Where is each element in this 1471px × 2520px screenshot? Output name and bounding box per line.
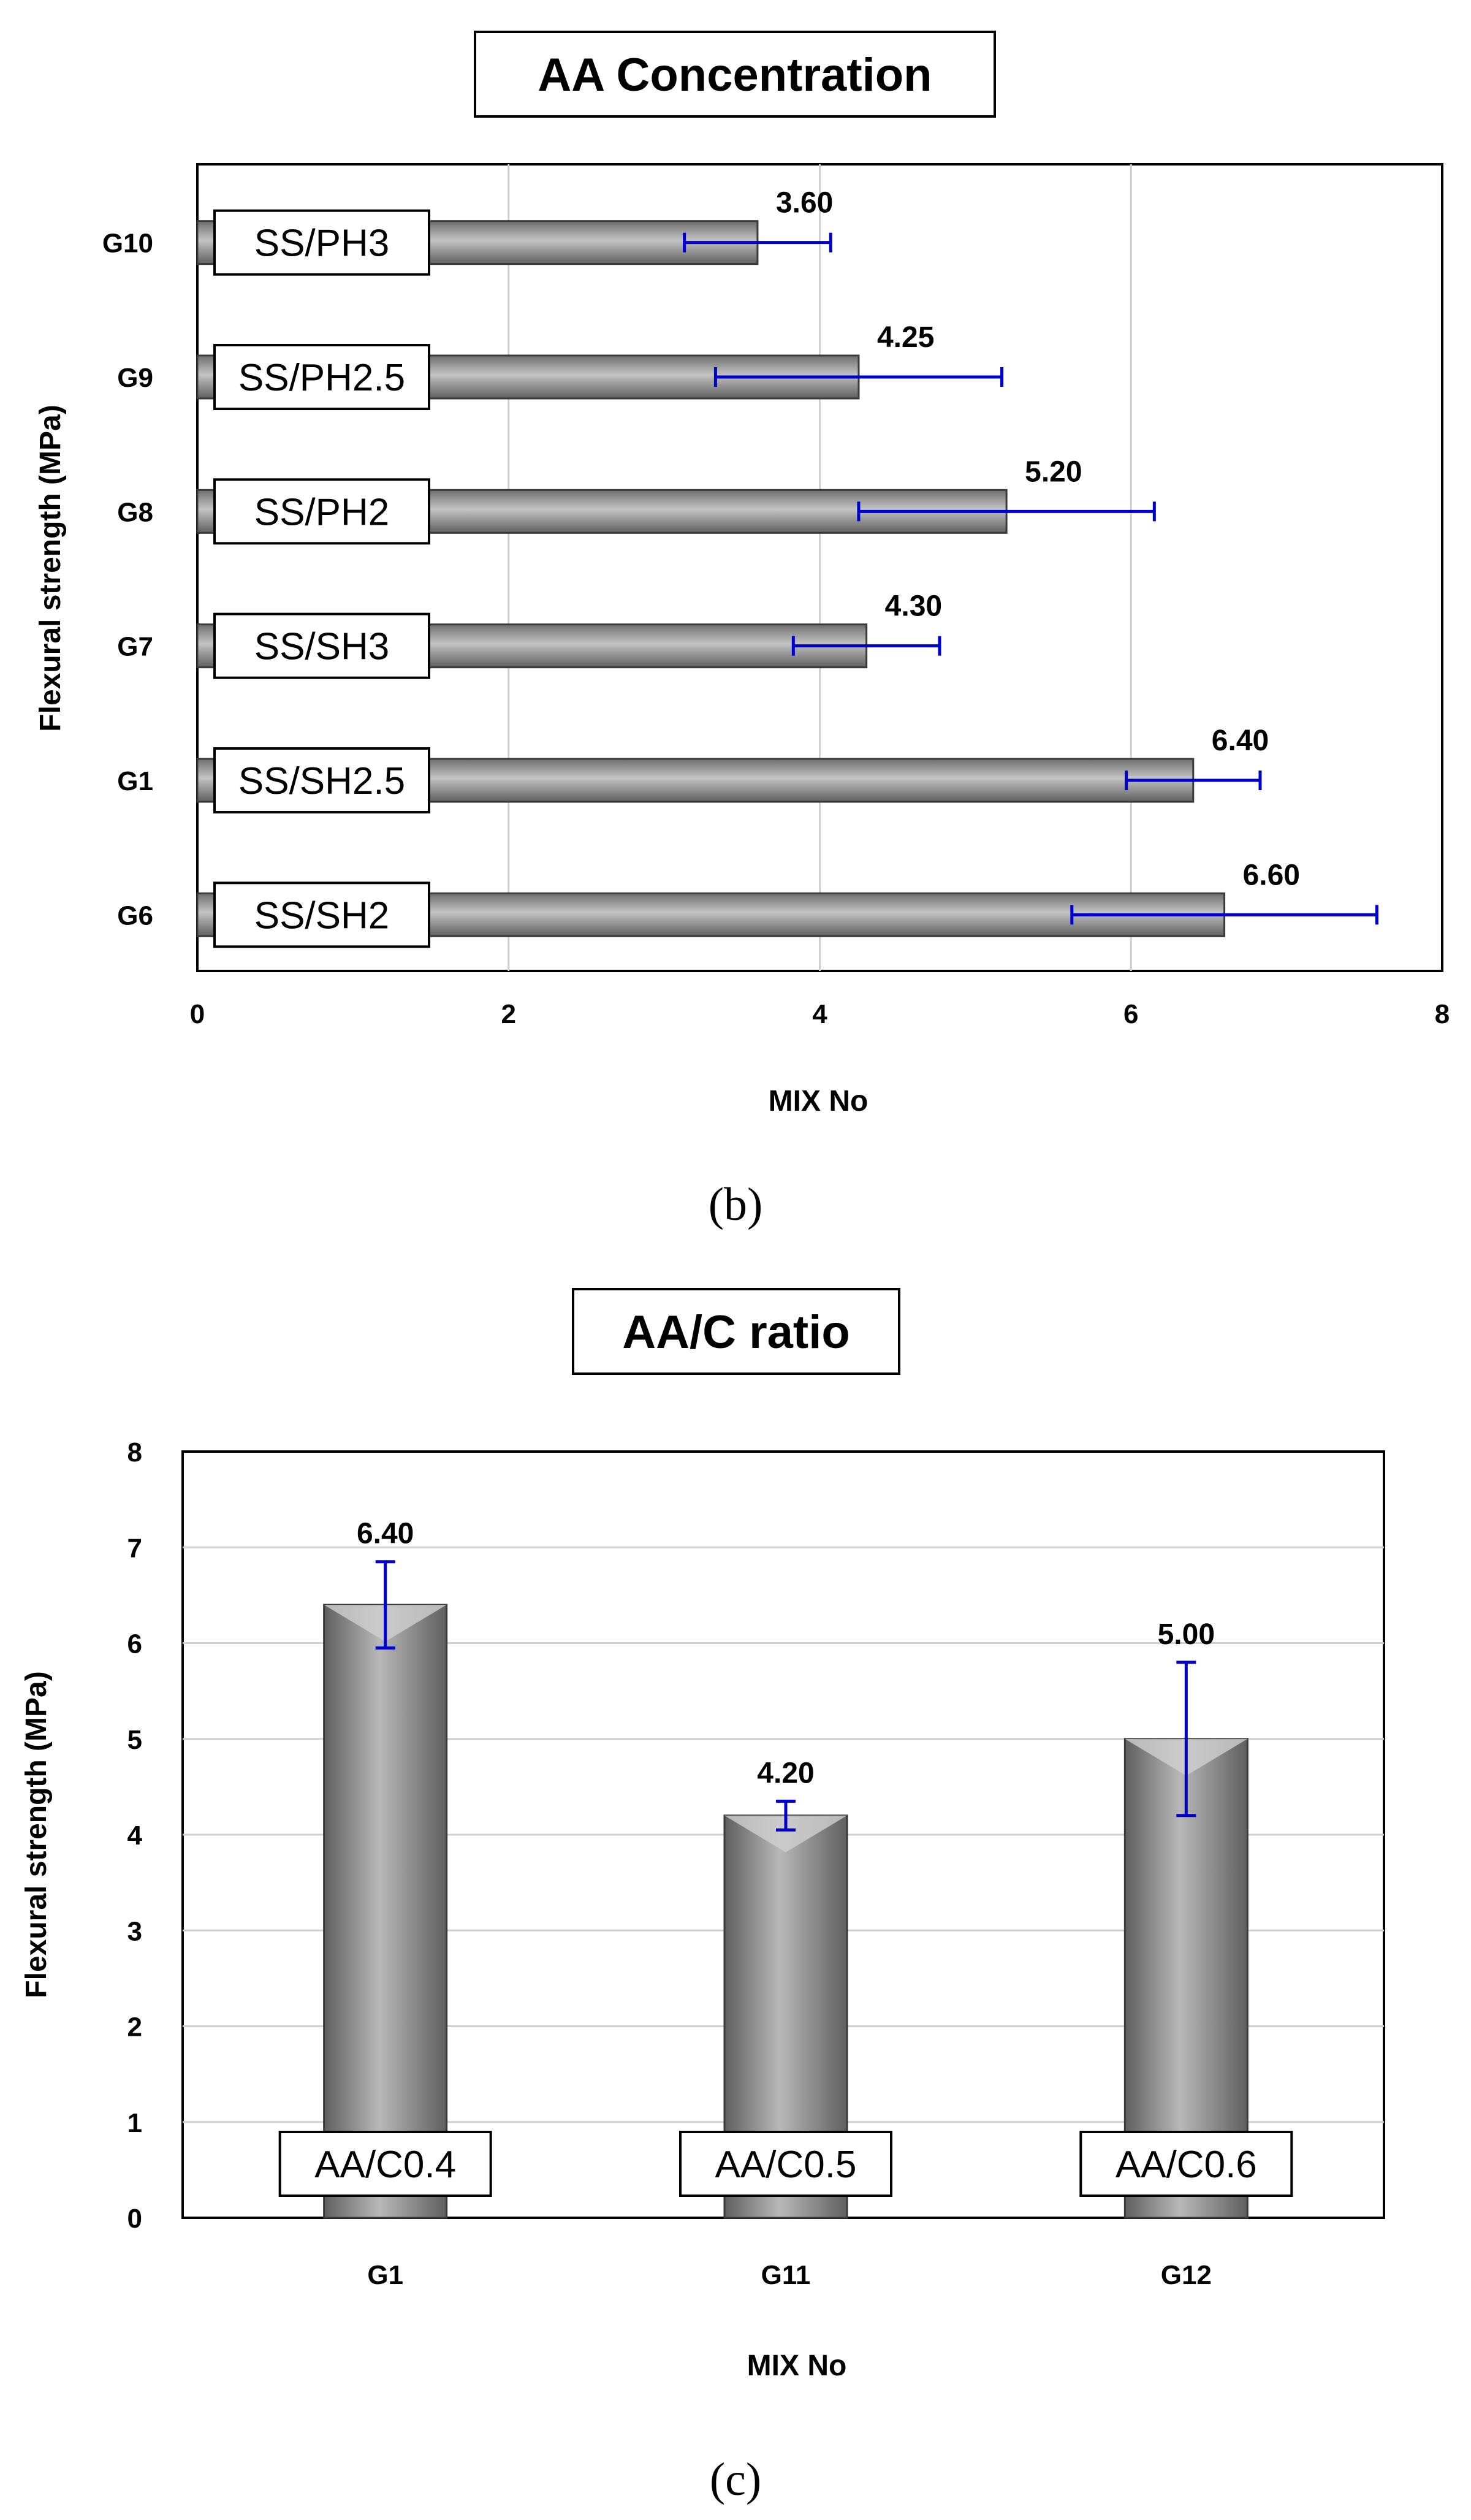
chart-b-bar-label-box <box>213 881 430 948</box>
chart-b-bar-label: SS/SH2.5 <box>238 760 405 802</box>
chart-c-title: AA/C ratio <box>622 1306 850 1358</box>
chart-c-x-axis-title: MIX No <box>747 2350 847 2382</box>
chart-c-bar-label-box <box>278 2131 492 2197</box>
chart-c-bar-label: AA/C0.6 <box>1116 2144 1257 2186</box>
chart-b-x-axis-title: MIX No <box>769 1085 869 1117</box>
chart-c-bars: AA/C0.4 6.40 AA/C0.5 4.20 AA/C0.6 5.00 <box>278 1518 1293 2219</box>
chart-b-bar-label: SS/SH2 <box>254 894 390 937</box>
chart-b-value-label: 5.20 <box>1025 455 1082 488</box>
chart-b-bar-label: SS/PH2.5 <box>238 357 405 399</box>
chart-b-y-tick-label: G6 <box>117 900 153 931</box>
chart-b-value-label: 6.60 <box>1243 859 1300 891</box>
chart-b-y-ticks: G10 G9 G8 G7 G1 G6 <box>102 229 153 931</box>
chart-c-y-tick-label: 8 <box>127 1437 142 1467</box>
chart-c-caption: (c) <box>710 2454 761 2505</box>
chart-c-bar-label: AA/C0.4 <box>314 2144 456 2186</box>
chart-b-value-label: 4.30 <box>885 590 942 623</box>
chart-b-title-box <box>474 31 996 118</box>
chart-c-y-tick-label: 0 <box>127 2204 142 2234</box>
chart-c-y-tick-label: 6 <box>127 1629 142 1659</box>
chart-c-x-tick-label: G11 <box>761 2260 811 2290</box>
chart-b-bar-label-box <box>213 612 430 679</box>
chart-c-bar-label-box <box>1079 2131 1293 2197</box>
chart-b-y-tick-label: G8 <box>117 497 153 527</box>
chart-b-value-label: 4.25 <box>877 321 934 354</box>
chart-c-bar <box>323 1604 448 2219</box>
chart-b-y-tick-label: G10 <box>102 229 153 259</box>
chart-b-bar-label-box <box>213 344 430 410</box>
chart-c-y-axis-title: Flexural strength (MPa) <box>20 1671 53 1998</box>
chart-b-y-tick-label: G1 <box>117 766 153 796</box>
chart-c-x-tick-label: G1 <box>367 2260 403 2290</box>
chart-b-x-tick-label: 6 <box>1123 999 1138 1029</box>
chart-b-y-tick-label: G9 <box>117 363 153 393</box>
chart-c-bar-label: AA/C0.5 <box>715 2144 857 2186</box>
chart-b-y-axis-title: Flexural strength (MPa) <box>34 405 67 731</box>
chart-b-value-label: 3.60 <box>776 187 833 219</box>
chart-b-caption: (b) <box>709 1179 763 1230</box>
chart-c-bar-label-box <box>679 2131 892 2197</box>
chart-c-y-tick-label: 5 <box>127 1725 142 1755</box>
chart-b-bar-label: SS/SH3 <box>254 626 390 668</box>
chart-b-x-tick-label: 8 <box>1435 999 1450 1029</box>
chart-c-value-label: 4.20 <box>757 1757 814 1789</box>
chart-b-bar-label-box <box>213 747 430 813</box>
chart-c-value-label: 5.00 <box>1158 1618 1215 1651</box>
chart-b-bar-label: SS/PH3 <box>254 223 390 265</box>
chart-c-y-tick-label: 2 <box>127 2012 142 2042</box>
chart-c-value-label: 6.40 <box>357 1518 414 1550</box>
chart-b-title: AA Concentration <box>538 49 932 101</box>
chart-c-y-tick-label: 1 <box>127 2108 142 2138</box>
chart-b-bar-label-box <box>213 209 430 276</box>
chart-c-y-tick-label: 3 <box>127 1916 142 1946</box>
chart-b-x-tick-label: 4 <box>812 999 827 1029</box>
chart-b-bar-label: SS/PH2 <box>254 491 390 533</box>
chart-c-x-ticks: G1 G11 G12 <box>367 2260 1212 2290</box>
chart-b-gridlines <box>507 164 1132 971</box>
chart-c-title-box <box>572 1288 900 1375</box>
chart-c-y-ticks: 0 1 2 3 4 5 6 7 8 <box>127 1437 143 2234</box>
chart-b: AA Concentration SS/PH33.60SS/PH2.54.25S… <box>34 31 1450 1230</box>
chart-c-bar-bevel <box>724 1815 847 1852</box>
chart-c-y-tick-label: 7 <box>127 1533 142 1563</box>
chart-b-y-tick-label: G7 <box>117 632 153 662</box>
chart-b-value-label: 6.40 <box>1212 725 1269 757</box>
chart-b-bars: SS/PH3 3.60 SS/PH2.5 4.25 SS/PH2 5.20 SS/SH3 4.… <box>196 187 1378 948</box>
chart-b-x-tick-label: 2 <box>501 999 516 1029</box>
chart-b-x-tick-label: 0 <box>190 999 205 1029</box>
chart-c-x-tick-label: G12 <box>1161 2260 1212 2290</box>
chart-c: AA/C ratio AA/C0.4 6.40 AA/C0.5 4.20 AA/C0.6… <box>20 1288 1385 2505</box>
chart-c-y-tick-label: 4 <box>127 1821 143 1851</box>
chart-b-x-ticks: 0 2 4 6 8 <box>190 999 1450 1029</box>
chart-b-bar-label-box <box>213 478 430 545</box>
